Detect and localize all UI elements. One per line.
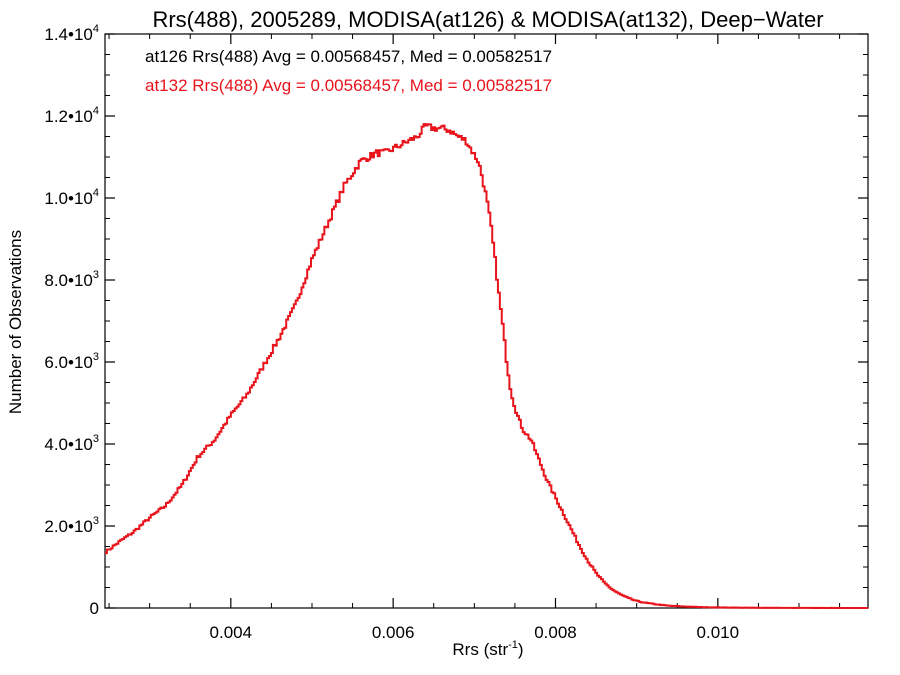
x-tick-label: 0.006 (372, 623, 415, 642)
y-tick-label: 4.0•103 (44, 433, 99, 454)
y-tick-label: 2.0•103 (44, 515, 99, 536)
y-tick-label: 1.4•104 (44, 23, 99, 44)
plot-border (104, 33, 869, 609)
y-tick-label: 0 (90, 599, 99, 618)
plot-frame (104, 33, 869, 609)
annotation-at126: at126 Rrs(488) Avg = 0.00568457, Med = 0… (145, 47, 552, 66)
annotation-at132: at132 Rrs(488) Avg = 0.00568457, Med = 0… (145, 76, 552, 95)
y-tick-label: 1.2•104 (44, 105, 99, 126)
series-line (105, 123, 868, 609)
x-tick-label: 0.010 (697, 623, 740, 642)
x-axis-label: Rrs (str-1) (452, 639, 523, 659)
x-tick-label: 0.008 (534, 623, 577, 642)
y-tick-label: 8.0•103 (44, 269, 99, 290)
y-tick-label: 6.0•103 (44, 351, 99, 372)
chart-title: Rrs(488), 2005289, MODISA(at126) & MODIS… (152, 7, 823, 32)
y-tick-label: 1.0•104 (44, 187, 99, 208)
x-tick-label: 0.004 (210, 623, 253, 642)
series-layer (105, 123, 868, 609)
y-axis-label: Number of Observations (6, 230, 25, 414)
x-axis: 0.004 0.006 0.008 0.010 (108, 34, 841, 642)
y-axis: 0 2.0•103 4.0•103 6.0•103 8.0•103 1.0•104 1.2•… (44, 23, 868, 618)
